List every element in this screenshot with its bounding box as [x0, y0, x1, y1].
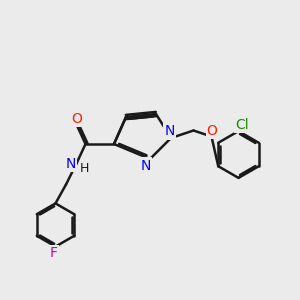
Text: O: O: [207, 124, 218, 138]
Text: N: N: [66, 157, 76, 170]
Text: H: H: [80, 162, 90, 176]
Text: N: N: [164, 124, 175, 138]
Text: N: N: [140, 159, 151, 172]
Text: O: O: [71, 112, 82, 126]
Text: Cl: Cl: [235, 118, 249, 132]
Text: F: F: [50, 246, 58, 260]
